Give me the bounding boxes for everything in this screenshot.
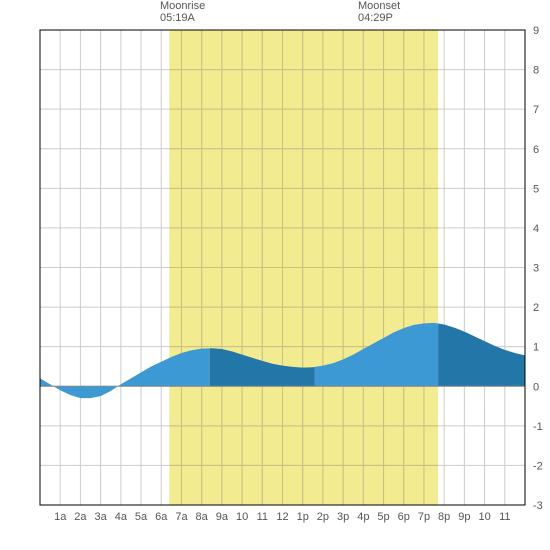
moonrise-time: 05:19A [160,12,205,24]
y-tick-label: 5 [533,183,539,195]
x-tick-label: 8a [196,511,209,523]
x-tick-label: 3a [95,511,108,523]
x-tick-label: 12 [276,511,288,523]
moonset-block: Moonset 04:29P [358,0,400,24]
x-tick-label: 2a [74,511,87,523]
moonrise-block: Moonrise 05:19A [160,0,205,24]
x-tick-label: 11 [257,511,268,523]
moonset-time: 04:29P [358,12,400,24]
y-tick-label: -2 [533,460,543,472]
x-tick-label: 11 [499,511,510,523]
tide-chart: Moonrise 05:19A Moonset 04:29P 1a2a3a4a5… [0,0,550,550]
y-tick-label: 4 [533,223,539,235]
x-tick-label: 2p [317,511,329,523]
y-tick-label: -1 [533,421,543,433]
y-tick-label: -3 [533,500,543,512]
moonrise-label: Moonrise [160,0,205,12]
x-tick-label: 7p [418,511,430,523]
x-tick-label: 1p [297,511,309,523]
moonset-label: Moonset [358,0,400,12]
x-tick-label: 9a [216,511,229,523]
x-tick-label: 8p [438,511,450,523]
y-tick-label: 2 [533,302,539,314]
x-tick-label: 10 [478,511,490,523]
x-tick-label: 5p [377,511,389,523]
x-tick-label: 4p [357,511,369,523]
x-tick-label: 9p [458,511,470,523]
x-tick-label: 3p [337,511,349,523]
y-tick-label: 3 [533,263,539,275]
x-tick-label: 1a [54,511,67,523]
y-tick-label: 1 [533,342,539,354]
x-tick-label: 10 [236,511,248,523]
y-tick-label: 9 [533,25,539,37]
y-tick-label: 8 [533,65,539,77]
x-tick-label: 6a [155,511,168,523]
x-tick-label: 7a [175,511,188,523]
x-tick-label: 4a [115,511,128,523]
y-tick-label: 7 [533,104,539,116]
y-tick-label: 6 [533,144,539,156]
y-tick-label: 0 [533,381,539,393]
x-tick-label: 6p [398,511,410,523]
x-tick-label: 5a [135,511,148,523]
chart-svg: 1a2a3a4a5a6a7a8a9a1011121p2p3p4p5p6p7p8p… [0,0,550,550]
